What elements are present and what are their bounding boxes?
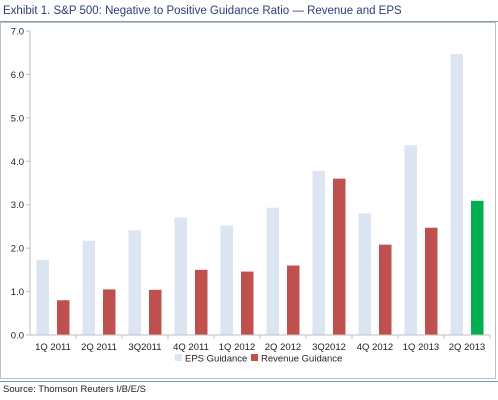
revenue-guidance-bar-highlight (471, 200, 484, 335)
y-tick-label: 7.0 (11, 27, 24, 38)
bars (36, 54, 484, 335)
x-tick-label: 1Q 2012 (219, 342, 255, 353)
revenue-guidance-bar (103, 289, 116, 335)
x-tick-label: 4Q 2011 (173, 342, 209, 353)
y-tick-label: 1.0 (11, 287, 24, 298)
chart-title: Exhibit 1. S&P 500: Negative to Positive… (3, 5, 402, 17)
y-tick-label: 3.0 (11, 200, 24, 211)
x-tick-label: 2Q 2012 (265, 342, 301, 353)
y-tick-label: 5.0 (11, 113, 24, 124)
eps-guidance-bar (36, 259, 49, 335)
revenue-guidance-bar (149, 289, 162, 335)
eps-guidance-bar (312, 170, 325, 335)
y-tick-label: 0.0 (11, 331, 24, 342)
eps-guidance-bar (220, 225, 233, 335)
eps-guidance-bar (404, 145, 417, 335)
source-note: Source: Thomson Reuters I/B/E/S (3, 384, 146, 395)
y-tick-label: 4.0 (11, 157, 24, 168)
title-divider (0, 21, 498, 22)
eps-guidance-bar (174, 217, 187, 335)
revenue-guidance-bar (379, 244, 392, 335)
eps-guidance-bar (450, 54, 463, 335)
x-axis: 1Q 2011 2Q 2011 3Q2011 4Q 2011 1Q 2012 2Q 201… (30, 334, 491, 353)
x-tick-label: 4Q 2012 (357, 342, 393, 353)
x-tick-label: 1Q 2011 (35, 342, 71, 353)
revenue-guidance-bar (425, 227, 438, 335)
revenue-guidance-bar (333, 178, 346, 335)
eps-guidance-bar (358, 213, 371, 335)
eps-guidance-bar (128, 230, 141, 335)
revenue-guidance-bar (57, 300, 70, 335)
eps-guidance-bar (82, 240, 95, 335)
legend: EPS Guidance Revenue Guidance (175, 354, 342, 365)
x-tick-label: 3Q2011 (128, 342, 161, 353)
chart-frame (0, 22, 496, 379)
legend-revenue-swatch (251, 354, 258, 361)
legend-eps-label: EPS Guidance (185, 354, 247, 365)
x-tick-label: 1Q 2013 (403, 342, 439, 353)
revenue-guidance-bar (241, 271, 254, 335)
legend-revenue-label: Revenue Guidance (261, 354, 342, 365)
y-tick-label: 6.0 (11, 70, 24, 81)
x-tick-label: 3Q2012 (312, 342, 346, 353)
source-divider (0, 381, 498, 382)
revenue-guidance-bar (195, 269, 208, 335)
y-tick-label: 2.0 (11, 244, 24, 255)
x-tick-label: 2Q 2011 (81, 342, 117, 353)
y-axis: 0.0 1.0 2.0 3.0 4.0 5.0 6.0 7.0 (11, 27, 31, 342)
revenue-guidance-bar (287, 265, 300, 335)
bar-chart: 0.0 1.0 2.0 3.0 4.0 5.0 6.0 7.0 1Q 2011 2Q 2011 3… (11, 27, 491, 365)
eps-guidance-bar (266, 207, 279, 335)
legend-eps-swatch (175, 354, 182, 361)
x-tick-label: 2Q 2013 (449, 342, 485, 353)
